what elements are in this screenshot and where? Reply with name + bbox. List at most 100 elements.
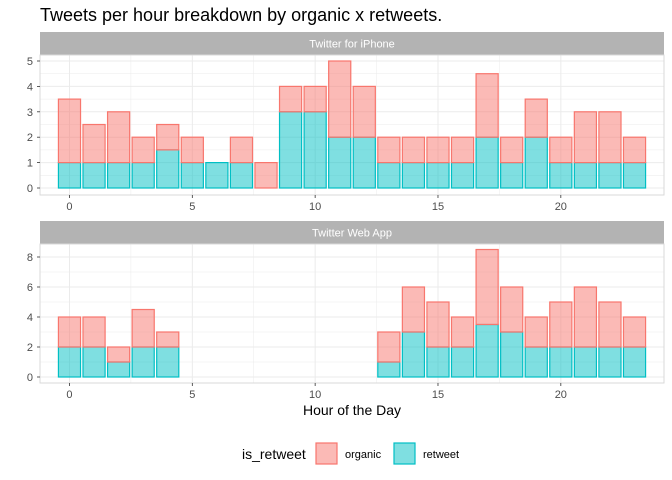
x-tick-label: 15 [432, 201, 444, 213]
bar-organic [156, 123, 180, 151]
bar-retweet [500, 331, 524, 378]
bar-retweet [401, 162, 426, 189]
bar-retweet [57, 162, 82, 189]
panel-border [39, 243, 665, 384]
bar-retweet [205, 162, 229, 189]
bar-organic [500, 286, 524, 333]
bar-organic [328, 60, 352, 138]
bar-retweet [106, 361, 131, 378]
x-tick-label: 15 [432, 389, 444, 401]
bar-organic [156, 331, 180, 348]
x-tick-label: 20 [555, 389, 567, 401]
y-tick-label: 3 [27, 107, 33, 119]
bar-retweet [328, 136, 352, 189]
bar-organic [475, 73, 499, 138]
bar-retweet [377, 162, 401, 189]
facet-strip [40, 221, 664, 244]
bar-retweet [524, 136, 548, 189]
bar-retweet [401, 331, 426, 378]
y-tick-label: 5 [27, 56, 33, 68]
facet-panel: Twitter Web App 0 2 4 6 8 0 5 10 15 20 [27, 221, 665, 401]
bar-organic [573, 286, 598, 348]
y-tick-label: 4 [27, 81, 33, 93]
bar-organic [549, 136, 573, 164]
bar-organic [401, 136, 426, 164]
bar-retweet [598, 162, 622, 189]
bar-organic [475, 248, 499, 326]
panel-border [39, 54, 665, 196]
bar-retweet [622, 346, 647, 378]
bar-organic [500, 136, 524, 164]
y-tick-label: 0 [27, 372, 33, 384]
bar-organic [82, 316, 106, 348]
bar-organic [303, 85, 327, 113]
bar-organic [450, 316, 475, 348]
bar-organic [377, 331, 401, 363]
bar-retweet [598, 346, 622, 378]
bar-retweet [156, 149, 180, 189]
bar-organic [426, 301, 450, 348]
x-tick-label: 0 [66, 389, 72, 401]
x-tick-label: 5 [189, 201, 195, 213]
facet-strip-label: Twitter for iPhone [309, 39, 395, 51]
bar-retweet [549, 346, 573, 378]
bar-organic [622, 316, 647, 348]
bar-organic [106, 346, 131, 363]
bar-organic [622, 136, 647, 164]
bar-retweet [500, 162, 524, 189]
bar-organic [131, 136, 155, 164]
bar-organic [57, 316, 82, 348]
bar-organic [180, 136, 204, 164]
facet-panel: Twitter for iPhone 0 1 2 3 4 5 0 5 10 15 20 [27, 32, 665, 213]
bar-organic [549, 301, 573, 348]
x-axis-title: Hour of the Day [303, 402, 401, 418]
bar-retweet [82, 162, 106, 189]
bar-retweet [131, 346, 155, 378]
bar-organic [401, 286, 426, 333]
bar-organic [573, 111, 598, 164]
bar-organic [254, 162, 278, 189]
bar-retweet [475, 136, 499, 189]
bar-retweet [475, 323, 499, 378]
y-tick-label: 2 [27, 132, 33, 144]
y-tick-label: 2 [27, 342, 33, 354]
bar-retweet [352, 136, 376, 189]
bar-organic [524, 98, 548, 138]
bar-retweet [450, 162, 475, 189]
facet-strip-label: Twitter Web App [312, 228, 392, 240]
bar-organic [450, 136, 475, 164]
bar-retweet [303, 111, 327, 189]
legend-key [393, 442, 416, 465]
bar-retweet [106, 162, 131, 189]
bar-retweet [426, 162, 450, 189]
legend: is_retweet organic retweet [242, 442, 459, 465]
legend-label: organic [345, 449, 382, 461]
bar-retweet [82, 346, 106, 378]
bar-retweet [377, 361, 401, 378]
x-tick-label: 5 [189, 389, 195, 401]
bar-retweet [156, 346, 180, 378]
bar-organic [598, 111, 622, 164]
bar-organic [106, 111, 131, 164]
bar-retweet [426, 346, 450, 378]
bar-organic [229, 136, 254, 164]
legend-item-retweet: retweet [393, 442, 459, 465]
bar-organic [377, 136, 401, 164]
legend-item-organic: organic [315, 442, 382, 465]
y-tick-label: 4 [27, 312, 33, 324]
bar-organic [57, 98, 82, 164]
facet-strip [40, 32, 664, 55]
bar-organic [352, 85, 376, 138]
bar-retweet [57, 346, 82, 378]
bar-retweet [549, 162, 573, 189]
bar-retweet [180, 162, 204, 189]
bar-retweet [278, 111, 303, 189]
bar-retweet [229, 162, 254, 189]
bar-retweet [573, 346, 598, 378]
bar-organic [131, 308, 155, 348]
y-tick-label: 0 [27, 183, 33, 195]
y-tick-label: 8 [27, 252, 33, 264]
legend-key [315, 442, 338, 465]
